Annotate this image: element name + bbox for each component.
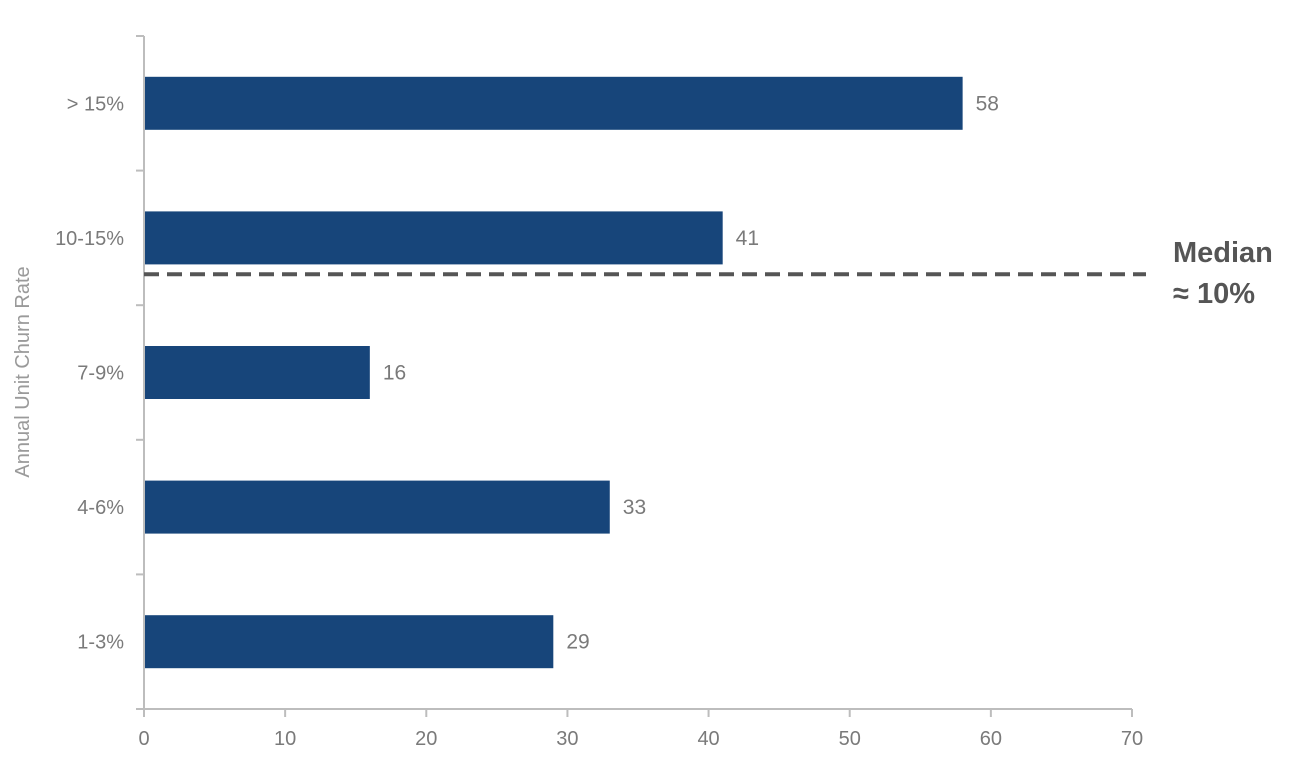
median-label-line1: Median xyxy=(1173,237,1273,269)
labels-layer: 58 > 15% 41 10-15% 16 7-9% 33 4-6% 29 1-3% 0 10 20 30… xyxy=(55,92,1143,750)
bars-layer xyxy=(144,76,963,669)
bar xyxy=(144,76,963,130)
y-tick-label: 7-9% xyxy=(77,363,124,385)
data-label: 16 xyxy=(383,362,406,385)
x-tick-label: 60 xyxy=(980,728,1002,750)
y-axis-title: Annual Unit Churn Rate xyxy=(12,266,34,477)
median-layer: Median ≈ 10% xyxy=(144,237,1273,310)
y-tick-label: 1-3% xyxy=(77,632,124,654)
bar xyxy=(144,615,554,669)
y-tick-label: > 15% xyxy=(67,93,124,115)
bar xyxy=(144,346,370,399)
axes-layer xyxy=(136,35,1133,717)
data-label: 41 xyxy=(736,227,759,250)
data-label: 33 xyxy=(623,496,646,519)
x-tick-label: 70 xyxy=(1121,728,1143,750)
x-tick-label: 10 xyxy=(274,728,296,750)
bar xyxy=(144,480,610,534)
x-tick-label: 20 xyxy=(415,728,437,750)
median-label-line2: ≈ 10% xyxy=(1173,278,1255,310)
x-tick-label: 40 xyxy=(697,728,719,750)
x-tick-label: 50 xyxy=(839,728,861,750)
bar xyxy=(144,211,723,265)
x-tick-label: 30 xyxy=(556,728,578,750)
x-tick-label: 0 xyxy=(138,728,149,750)
y-tick-label: 10-15% xyxy=(55,228,124,250)
data-label: 58 xyxy=(976,92,999,115)
y-tick-label: 4-6% xyxy=(77,497,124,519)
data-label: 29 xyxy=(566,631,589,654)
